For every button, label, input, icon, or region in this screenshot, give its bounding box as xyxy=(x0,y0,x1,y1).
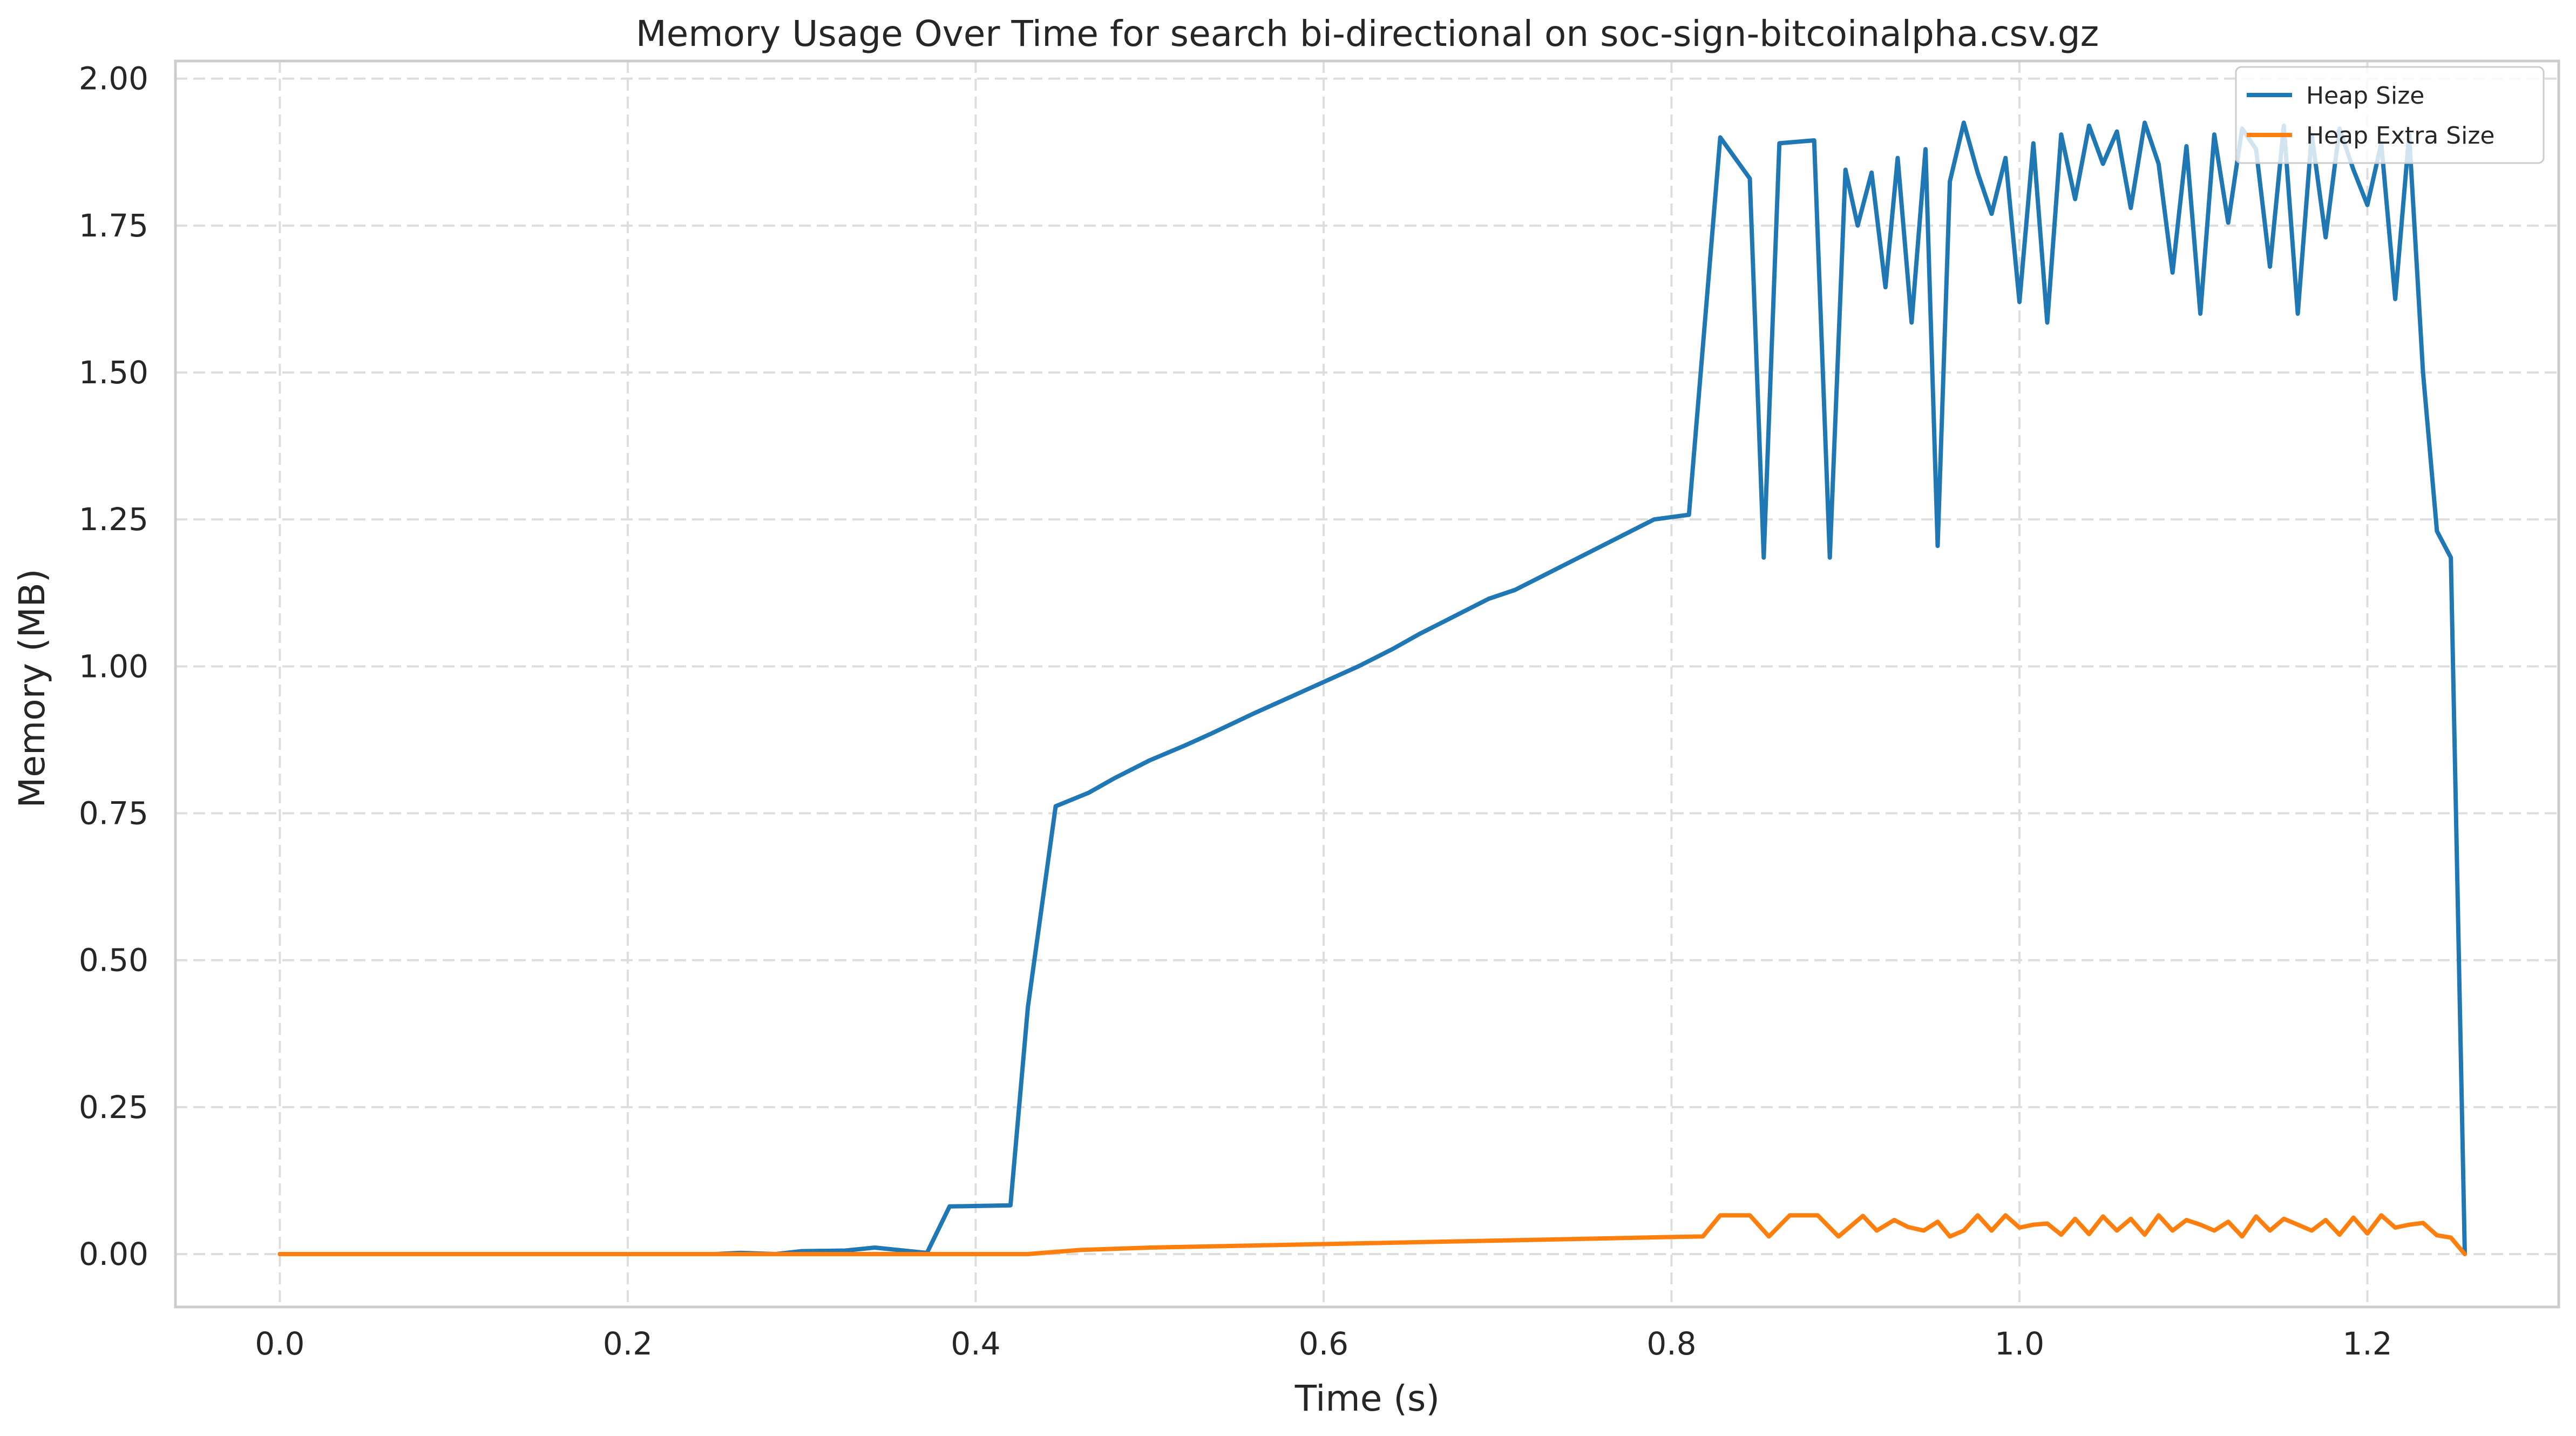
x-tick-label: 0.4 xyxy=(951,1325,1000,1362)
legend-box xyxy=(2235,66,2545,164)
series-lines xyxy=(277,120,2467,1256)
x-axis-ticks: 0.0 0.2 0.4 0.6 0.8 1.0 1.2 xyxy=(255,1325,2392,1362)
legend-label-heap-size: Heap Size xyxy=(2306,82,2424,110)
chart-title: Memory Usage Over Time for search bi-dir… xyxy=(636,13,2099,55)
grid-lines xyxy=(175,61,2559,1307)
y-tick-label: 1.75 xyxy=(79,207,148,244)
x-tick-label: 0.2 xyxy=(603,1325,653,1362)
y-tick-label: 1.00 xyxy=(79,648,148,685)
x-tick-label: 0.8 xyxy=(1646,1325,1696,1362)
series-line-heap-extra-size xyxy=(277,1213,2467,1256)
legend: Heap Size Heap Extra Size xyxy=(2235,66,2545,164)
y-tick-label: 0.00 xyxy=(79,1236,148,1272)
y-tick-label: 0.75 xyxy=(79,795,148,832)
y-tick-label: 2.00 xyxy=(79,60,148,97)
y-axis-label: Memory (MB) xyxy=(11,568,53,808)
y-tick-label: 1.50 xyxy=(79,354,148,391)
series-line-heap-size xyxy=(277,120,2467,1256)
y-tick-label: 0.50 xyxy=(79,942,148,979)
x-tick-label: 0.6 xyxy=(1299,1325,1348,1362)
y-tick-label: 0.25 xyxy=(79,1089,148,1126)
x-tick-label: 0.0 xyxy=(255,1325,304,1362)
legend-entries: Heap Size Heap Extra Size xyxy=(2247,82,2495,150)
x-tick-label: 1.2 xyxy=(2342,1325,2392,1362)
x-tick-label: 1.0 xyxy=(1995,1325,2044,1362)
legend-label-heap-extra-size: Heap Extra Size xyxy=(2306,122,2495,150)
y-tick-label: 1.25 xyxy=(79,501,148,538)
x-axis-label: Time (s) xyxy=(1294,1378,1440,1419)
y-axis-ticks: 0.00 0.25 0.50 0.75 1.00 1.25 1.50 1.75 2.00 xyxy=(79,60,148,1272)
plot-area-frame xyxy=(174,59,2560,1309)
